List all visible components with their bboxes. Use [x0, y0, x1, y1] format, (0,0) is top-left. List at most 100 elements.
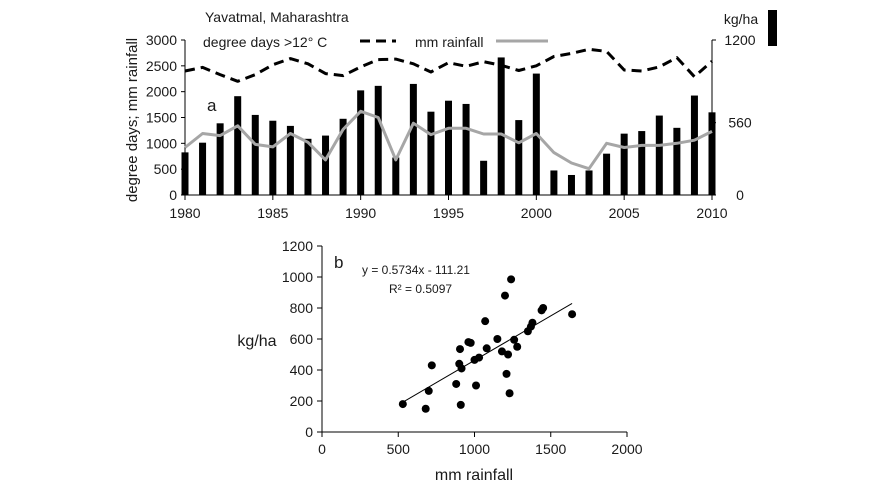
yield-bar-2009 [690, 95, 698, 195]
yield-bar-1982 [216, 123, 224, 195]
legend-yield-label: kg/ha [724, 11, 758, 27]
yield-bar-1996 [462, 103, 470, 195]
panel-a-x-tick-label: 1990 [345, 205, 376, 221]
yield-bar-1999 [515, 120, 523, 195]
panel-b-trendline [402, 303, 573, 403]
panel-a-ticks: 1980 1985 1990 1995 2000 2005 2010 0 500 1000 1500… [146, 32, 756, 221]
panel-a-lines [184, 47, 713, 171]
scatter-point-19 [501, 291, 509, 300]
rainfall-line [184, 109, 713, 171]
scatter-point-20 [502, 369, 511, 378]
degree-days-line [184, 47, 713, 83]
scatter-point-13 [472, 381, 481, 390]
panel-b-x-axis-label: mm rainfall [435, 467, 513, 484]
panel-a-x-tick-label: 1995 [433, 205, 464, 221]
panel-b-y-axis-label: kg/ha [237, 333, 276, 350]
yield-bar-2006 [638, 131, 646, 195]
yield-bar-2002 [567, 174, 575, 195]
scatter-point-1 [398, 400, 407, 409]
scatter-point-22 [505, 389, 514, 398]
yield-bar-2007 [655, 115, 663, 195]
panel-a-right-tick-label: 560 [728, 115, 752, 131]
yield-bar-1991 [374, 85, 382, 195]
yield-bar-1984 [251, 114, 259, 195]
scatter-point-18 [497, 347, 506, 356]
scatter-point-21 [504, 350, 513, 359]
panel-a-yield-bars [181, 57, 716, 195]
panel-a-x-tick-label: 1980 [169, 205, 200, 221]
scatter-point-31 [568, 310, 577, 319]
panel-b-x-tick-label: 500 [387, 441, 411, 457]
yield-bar-1998 [497, 57, 505, 195]
panel-a-left-tick-label: 500 [154, 161, 178, 177]
panel-a-right-tick-label: 0 [736, 187, 744, 203]
scatter-point-25 [513, 342, 522, 351]
scatter-point-23 [507, 275, 516, 284]
panel-a-title: Yavatmal, Maharashtra [205, 9, 349, 25]
yield-bar-1983 [234, 96, 242, 195]
legend-yield-swatch [768, 10, 777, 46]
yield-bar-1994 [427, 111, 435, 195]
panel-b-points [398, 275, 577, 413]
yield-bar-2001 [550, 170, 558, 195]
legend-degree-days-label: degree days >12° C [203, 34, 327, 50]
panel-a-left-tick-label: 1000 [146, 135, 177, 151]
panel-b-y-tick-label: 600 [290, 331, 314, 347]
scatter-point-8 [456, 400, 465, 409]
panel-a-right-tick-label: 1200 [724, 32, 755, 48]
scatter-point-9 [457, 364, 466, 373]
yield-bar-2008 [673, 127, 681, 195]
regression-line [402, 303, 573, 403]
yield-bar-1986 [286, 125, 294, 195]
scatter-point-7 [456, 345, 465, 354]
panel-b-y-tick-label: 0 [305, 424, 313, 440]
scatter-point-4 [427, 361, 436, 370]
panel-a-x-tick-label: 1985 [257, 205, 288, 221]
panel-a-x-tick-label: 2010 [696, 205, 727, 221]
yield-bar-2003 [585, 170, 593, 195]
panel-a-label: a [207, 96, 217, 115]
yield-bar-1988 [322, 135, 330, 195]
panel-a-x-tick-label: 2005 [609, 205, 640, 221]
yield-bar-1987 [304, 138, 312, 195]
panel-b-x-tick-label: 2000 [611, 441, 642, 457]
panel-b-ticks: 0 500 1000 1500 2000 0 200 400 600 800 1000 1200 [282, 238, 643, 457]
yield-bar-1992 [392, 157, 400, 195]
panel-a-left-tick-label: 0 [169, 187, 177, 203]
yield-bar-1981 [199, 142, 207, 195]
scatter-point-2 [421, 404, 430, 413]
yield-bar-2004 [603, 153, 611, 195]
panel-a-chart: Yavatmal, Maharashtra degree days >12° C… [124, 9, 777, 221]
panel-b-x-tick-label: 1000 [459, 441, 490, 457]
panel-b-x-tick-label: 0 [318, 441, 326, 457]
yield-bar-2005 [620, 133, 628, 195]
yield-bar-2010 [708, 112, 716, 195]
panel-b-y-tick-label: 800 [290, 300, 314, 316]
legend-rainfall-label: mm rainfall [415, 34, 483, 50]
panel-a-left-tick-label: 3000 [146, 32, 177, 48]
scatter-point-28 [528, 318, 537, 327]
panel-a-x-tick-label: 2000 [521, 205, 552, 221]
scatter-point-11 [466, 338, 475, 347]
panel-a-left-axis-label: degree days; mm rainfall [124, 38, 141, 202]
yield-bar-1980 [181, 152, 189, 195]
scatter-point-30 [539, 304, 548, 312]
panel-b-x-tick-label: 1500 [535, 441, 566, 457]
scatter-point-16 [482, 344, 491, 353]
scatter-point-24 [510, 335, 519, 344]
regression-r-squared: R² = 0.5097 [389, 282, 452, 296]
yield-bar-1989 [339, 118, 347, 195]
yield-bar-1995 [445, 100, 452, 195]
scatter-point-5 [452, 379, 461, 388]
scatter-point-14 [475, 353, 484, 362]
yield-bar-1985 [269, 120, 277, 195]
scatter-point-15 [481, 317, 490, 326]
regression-equation: y = 0.5734x - 111.21 [362, 263, 470, 277]
panel-a-left-tick-label: 1500 [146, 110, 177, 126]
panel-a-left-tick-label: 2500 [146, 58, 177, 74]
yield-bar-1990 [357, 90, 365, 195]
panel-b-label: b [334, 253, 343, 272]
yield-bar-1993 [409, 83, 417, 195]
panel-b-chart: kg/ha mm rainfall b y = 0.5734x - 111.21… [237, 238, 642, 484]
